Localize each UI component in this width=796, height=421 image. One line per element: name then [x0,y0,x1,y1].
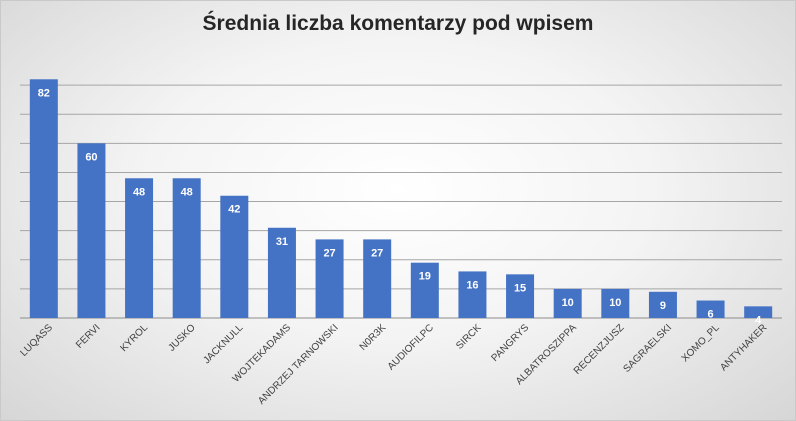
data-label: 4 [755,314,762,326]
x-tick-label: ANDRZEJ TARNOWSKI [256,322,341,407]
bar [315,239,344,318]
data-label: 15 [514,282,526,294]
data-label: 27 [323,247,335,259]
bar [410,262,439,318]
data-label: 42 [228,204,240,216]
data-label: 9 [660,300,666,312]
bar [506,274,535,318]
bar [363,239,392,318]
x-tick-label: N0R3K [358,322,389,353]
data-label: 27 [371,247,383,259]
bar [648,291,677,318]
data-label: 10 [562,297,574,309]
data-label: 60 [85,151,97,163]
bar [744,306,773,318]
x-tick-label: PANGRYS [489,322,531,364]
bar [601,288,630,318]
chart-title: Średnia liczba komentarzy pod wpisem [202,12,594,35]
bar [77,143,106,318]
data-label: 31 [276,236,288,248]
bar [220,195,249,318]
bar [29,79,58,319]
bar [696,300,725,318]
bar [458,271,487,318]
data-label: 6 [708,309,714,321]
bar [267,227,296,318]
x-tick-label: JUSKO [166,322,198,354]
data-label: 82 [38,87,50,99]
x-tick-label: XOMO_PL [680,322,722,364]
x-tick-label: KYROL [118,322,150,354]
x-tick-label: LUQASS [18,322,55,359]
x-tick-label: RECENZJUSZ [572,322,627,377]
x-tick-label: FERVI [74,322,102,350]
data-label: 19 [419,271,431,283]
bar [172,178,201,318]
data-label: 10 [609,297,621,309]
data-label: 48 [133,186,145,198]
data-label: 48 [181,186,193,198]
x-tick-label: SAGRAELSKI [621,322,674,375]
x-tick-label: JACKNULL [201,322,245,366]
x-tick-label: AUDIOFILPC [386,322,436,372]
bar [553,288,582,318]
bar [125,178,154,318]
x-tick-label: SIRCK [454,322,484,352]
x-tick-label: ANTYHAKER [718,322,769,373]
data-label: 16 [466,279,478,291]
